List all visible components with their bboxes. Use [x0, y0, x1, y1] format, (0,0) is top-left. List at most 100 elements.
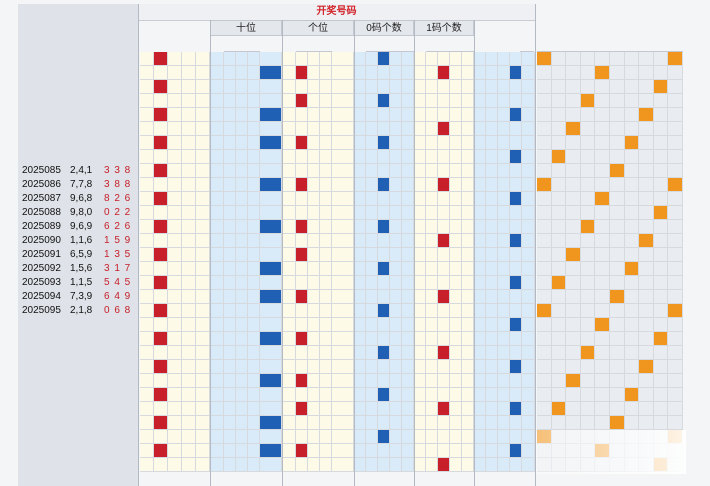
trend-cell — [182, 80, 196, 94]
trend-cell — [236, 150, 248, 164]
letter-cell — [551, 220, 567, 234]
trend-cell — [308, 220, 320, 234]
trend-cell — [140, 122, 154, 136]
trend-cell — [354, 52, 366, 66]
letter-cell — [668, 262, 683, 276]
trend-cell — [450, 388, 462, 402]
letter-cell — [653, 164, 669, 178]
trend-cell — [210, 234, 224, 248]
trend-cell — [414, 220, 426, 234]
trend-cell — [474, 276, 486, 290]
trend-cell — [402, 388, 414, 402]
trend-cell — [486, 150, 498, 164]
trend-cell — [522, 164, 535, 178]
trend-cell — [390, 220, 402, 234]
trend-cell — [522, 332, 535, 346]
trend-cell — [308, 150, 320, 164]
trend-cell — [438, 430, 450, 444]
trend-cell — [282, 444, 296, 458]
letter-cell — [566, 332, 581, 346]
trend-cell — [320, 94, 332, 108]
trend-cell — [140, 444, 154, 458]
trend-cell — [196, 192, 210, 206]
letter-cell — [668, 108, 683, 122]
trend-cell — [260, 402, 282, 416]
trend-cell — [210, 248, 224, 262]
trend-cell — [168, 262, 182, 276]
trend-cell — [332, 416, 354, 430]
trend-cell — [140, 178, 154, 192]
trend-cell — [378, 164, 390, 178]
trend-cell — [236, 220, 248, 234]
draw-number: 1 3 5 — [104, 249, 132, 260]
trend-cell — [236, 52, 248, 66]
letter-cell — [537, 164, 552, 178]
trend-cell — [168, 332, 182, 346]
trend-cell — [224, 234, 236, 248]
trend-cell — [354, 388, 366, 402]
letter-cell — [624, 136, 640, 150]
trend-cell — [390, 262, 402, 276]
trend-cell — [182, 192, 196, 206]
trend-cell — [168, 388, 182, 402]
trend-cell — [332, 458, 354, 472]
trend-cell — [168, 122, 182, 136]
letter-cell — [595, 234, 610, 248]
letter-cell — [580, 206, 596, 220]
zero-count-header — [402, 36, 414, 52]
trend-cell — [248, 318, 260, 332]
trend-cell — [426, 360, 438, 374]
trend-cell — [296, 388, 308, 402]
trend-cell — [154, 402, 168, 416]
trend-cell — [320, 248, 332, 262]
trend-cell — [426, 430, 438, 444]
trend-cell — [390, 318, 402, 332]
trend-cell — [522, 122, 535, 136]
trend-cell — [210, 150, 224, 164]
trend-cell — [486, 304, 498, 318]
trend-cell — [182, 276, 196, 290]
trend-cell — [510, 164, 522, 178]
trend-cell — [182, 416, 196, 430]
letter-cell — [551, 108, 567, 122]
trend-cell — [522, 388, 535, 402]
trend-cell — [332, 206, 354, 220]
trend-cell — [140, 52, 154, 66]
trend-cell — [390, 164, 402, 178]
letter-cell — [624, 66, 640, 80]
trend-cell — [210, 122, 224, 136]
trend-cell — [354, 192, 366, 206]
letter-cell — [580, 178, 596, 192]
trend-cell — [296, 290, 308, 304]
trend-cell — [282, 304, 296, 318]
trend-cell — [378, 332, 390, 346]
issue-number: 2025092 — [22, 263, 61, 274]
trend-cell — [332, 318, 354, 332]
trend-cell — [378, 430, 390, 444]
trend-cell — [474, 66, 486, 80]
trend-cell — [378, 262, 390, 276]
trend-cell — [498, 276, 510, 290]
letter-cell — [595, 402, 610, 416]
trend-cell — [414, 416, 426, 430]
trend-cell — [378, 388, 390, 402]
letter-cell — [566, 80, 581, 94]
trend-cell — [510, 150, 522, 164]
issue-number: 2025088 — [22, 207, 61, 218]
trend-cell — [354, 430, 366, 444]
trend-cell — [462, 52, 474, 66]
letter-cell — [580, 108, 596, 122]
letter-cell — [668, 318, 683, 332]
trend-cell — [236, 234, 248, 248]
table-row: 2025094 7,3,9 6 4 9 — [0, 290, 710, 304]
trend-cell — [414, 430, 426, 444]
trend-cell — [332, 402, 354, 416]
trend-cell — [462, 164, 474, 178]
trend-cell — [390, 150, 402, 164]
trend-cell — [260, 346, 282, 360]
units-digit-header — [296, 36, 308, 52]
trend-cell — [450, 416, 462, 430]
letter-cell — [610, 136, 625, 150]
trend-cell — [486, 444, 498, 458]
trend-cell — [260, 304, 282, 318]
